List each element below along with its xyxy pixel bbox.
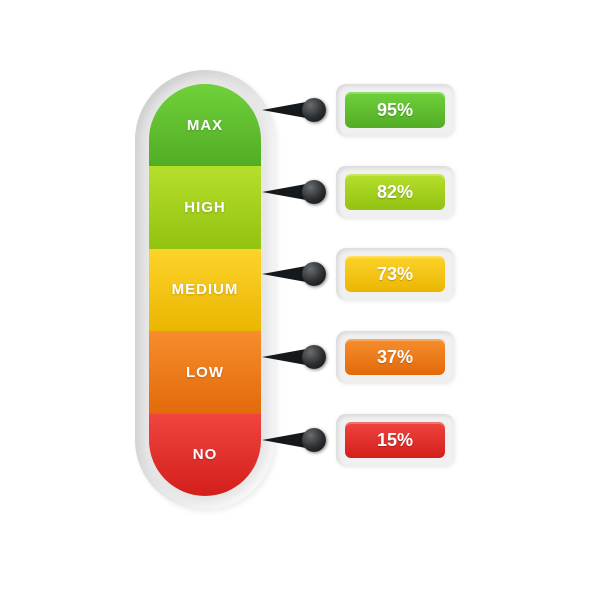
pointer-needle-icon — [262, 102, 306, 118]
pointer-pivot-icon — [302, 262, 326, 286]
pointer-pivot-icon — [302, 345, 326, 369]
pointer-needle-icon — [262, 266, 306, 282]
pointer-icon — [262, 345, 342, 369]
value-tag-inner: 73% — [345, 256, 445, 292]
gauge-segment: MAX — [149, 84, 261, 166]
pointer-needle-icon — [262, 432, 306, 448]
value-tag-inner: 15% — [345, 422, 445, 458]
segment-label: HIGH — [184, 199, 226, 216]
pointer-needle-icon — [262, 349, 306, 365]
value-tag: 15% — [336, 414, 454, 466]
value-tag: 73% — [336, 248, 454, 300]
value-tag-label: 15% — [377, 430, 413, 451]
gauge-segment: MEDIUM — [149, 249, 261, 331]
value-tag-inner: 37% — [345, 339, 445, 375]
gauge-outer-frame: MAX HIGH MEDIUM LOW NO — [135, 70, 275, 510]
pointer-needle-icon — [262, 184, 306, 200]
value-tag-label: 37% — [377, 347, 413, 368]
pointer-icon — [262, 180, 342, 204]
segment-label: NO — [193, 446, 218, 463]
gauge-segment: NO — [149, 414, 261, 496]
pointer-icon — [262, 262, 342, 286]
value-tag: 82% — [336, 166, 454, 218]
value-tag-label: 95% — [377, 100, 413, 121]
value-tag-label: 82% — [377, 182, 413, 203]
value-tag: 95% — [336, 84, 454, 136]
gauge-track: MAX HIGH MEDIUM LOW NO — [149, 84, 261, 496]
pointer-pivot-icon — [302, 98, 326, 122]
value-tag-inner: 95% — [345, 92, 445, 128]
pointer-pivot-icon — [302, 180, 326, 204]
gauge-segment: LOW — [149, 331, 261, 413]
pointer-pivot-icon — [302, 428, 326, 452]
level-gauge: MAX HIGH MEDIUM LOW NO — [135, 70, 275, 510]
value-tag-label: 73% — [377, 264, 413, 285]
gauge-segment: HIGH — [149, 166, 261, 248]
value-tag: 37% — [336, 331, 454, 383]
segment-label: LOW — [186, 364, 224, 381]
pointer-icon — [262, 98, 342, 122]
value-tag-inner: 82% — [345, 174, 445, 210]
pointer-icon — [262, 428, 342, 452]
segment-label: MEDIUM — [172, 281, 239, 298]
segment-label: MAX — [187, 117, 223, 134]
